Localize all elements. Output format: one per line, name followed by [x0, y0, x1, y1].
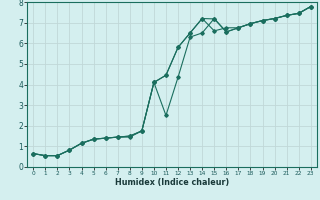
X-axis label: Humidex (Indice chaleur): Humidex (Indice chaleur) — [115, 178, 229, 187]
